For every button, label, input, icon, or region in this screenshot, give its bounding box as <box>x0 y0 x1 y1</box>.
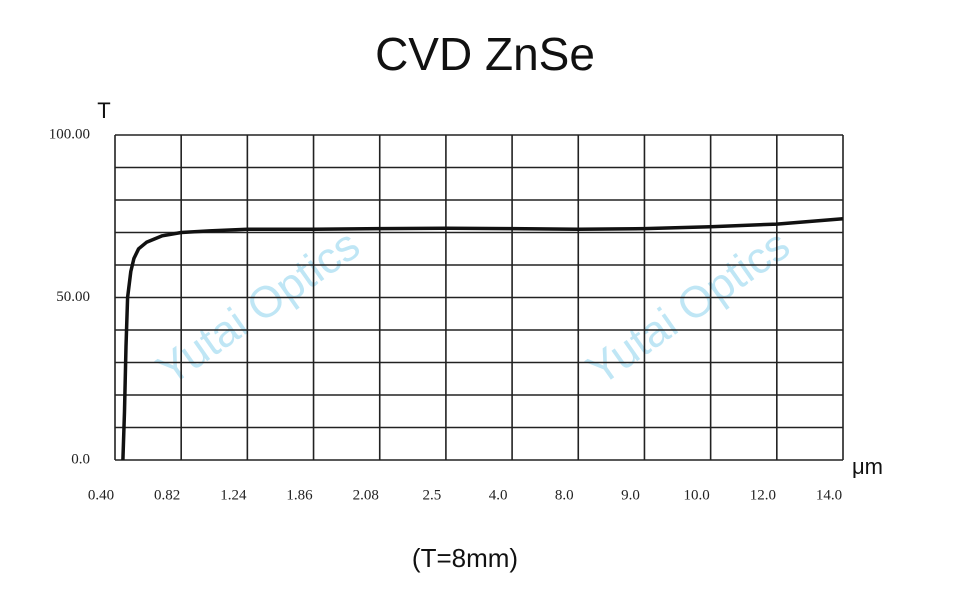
series-line <box>121 217 844 461</box>
x-tick-label: 4.0 <box>489 487 508 503</box>
y-tick-label: 50.00 <box>56 289 90 305</box>
x-tick-label: 1.86 <box>286 487 313 503</box>
x-axis-label: μm <box>852 454 883 479</box>
x-tick-label: 0.40 <box>88 487 114 503</box>
x-tick-label: 2.08 <box>353 487 379 503</box>
y-axis-label: T <box>97 98 110 123</box>
watermark: Yutai Optics <box>578 220 798 395</box>
x-tick-label: 1.24 <box>220 487 247 503</box>
x-tick-label: 2.5 <box>423 487 442 503</box>
x-tick-label: 10.0 <box>684 487 710 503</box>
y-tick-label: 100.00 <box>49 126 90 142</box>
x-tick-label: 12.0 <box>750 487 776 503</box>
x-tick-label: 14.0 <box>816 487 842 503</box>
chart-title: CVD ZnSe <box>375 28 595 80</box>
x-tick-label: 9.0 <box>621 487 640 503</box>
x-tick-label: 0.82 <box>154 487 180 503</box>
y-tick-label: 0.0 <box>71 451 90 467</box>
chart-subtitle: (T=8mm) <box>412 543 518 573</box>
x-tick-label: 8.0 <box>555 487 574 503</box>
